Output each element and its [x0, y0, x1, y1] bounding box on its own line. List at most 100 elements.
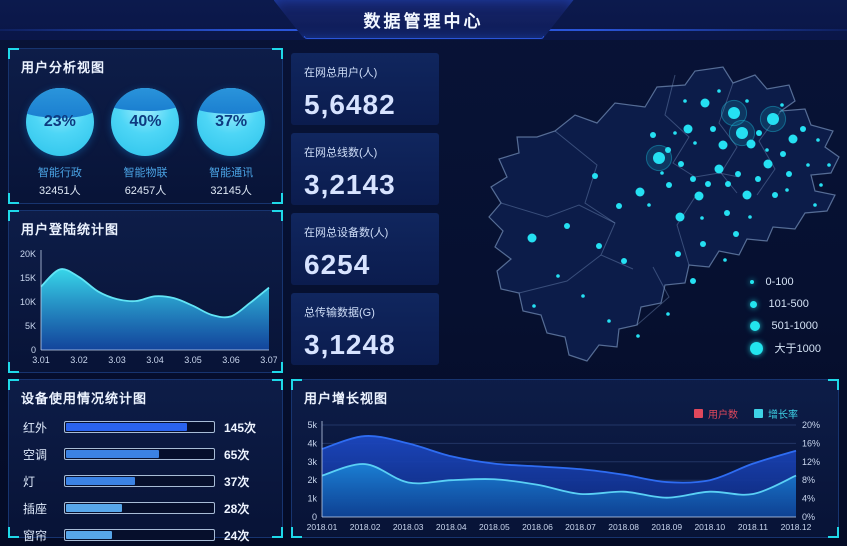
map-dot: [755, 176, 761, 182]
corner-decoration: [8, 379, 19, 390]
kpi-value: 5,6482: [304, 89, 396, 120]
corner-decoration: [828, 379, 839, 390]
svg-text:12%: 12%: [802, 457, 820, 467]
corner-decoration: [272, 362, 283, 373]
map-dot: [665, 147, 671, 153]
page-title: 数据管理中心: [363, 11, 484, 31]
device-count: 145次: [224, 420, 257, 435]
device-bar-row: 红外 145次: [9, 416, 282, 438]
map-dot: [675, 212, 685, 222]
device-bar-list: 红外 145次 空调 65次灯 37次 插座 28次 窗帘 24次: [9, 416, 282, 546]
corner-decoration: [8, 48, 19, 59]
svg-text:3.05: 3.05: [184, 355, 202, 365]
device-name: 插座: [23, 501, 48, 516]
svg-text:2018.05: 2018.05: [479, 522, 510, 532]
svg-text:0: 0: [31, 345, 36, 355]
kpi-column: 在网总用户(人) 5,6482 在网总线数(人) 3,2143 在网总设备数(人) …: [291, 53, 439, 373]
growth-chart-legend: 用户数 增长率: [694, 406, 798, 421]
bar-fill: [66, 504, 122, 512]
map-dot: [596, 243, 602, 249]
province-map: [488, 66, 840, 362]
map-dot: [636, 334, 640, 338]
corner-decoration: [272, 379, 283, 390]
map-legend-item: 大于1000: [749, 337, 821, 359]
gauge-wave: [197, 88, 266, 114]
svg-text:2018.07: 2018.07: [565, 522, 596, 532]
device-count: 24次: [224, 528, 250, 543]
bar-fill: [66, 450, 159, 458]
svg-text:0%: 0%: [802, 512, 815, 522]
device-name: 窗帘: [23, 528, 48, 543]
map-legend: 0-100 101-500 501-1000 大于1000: [749, 271, 821, 359]
legend-label: 用户数: [708, 410, 738, 421]
svg-text:4k: 4k: [307, 438, 317, 448]
map-dot: [690, 278, 696, 284]
kpi-label: 在网总用户(人): [304, 67, 378, 79]
map-dot: [788, 134, 798, 144]
map-dot: [532, 304, 536, 308]
map-dot: [723, 258, 727, 262]
bar-track: [64, 448, 215, 460]
svg-text:2018.04: 2018.04: [436, 522, 467, 532]
svg-text:3.04: 3.04: [146, 355, 164, 365]
map-dot: [806, 163, 810, 167]
map-dot: [765, 148, 769, 152]
kpi-label: 总传输数据(G): [304, 307, 375, 319]
svg-text:2018.12: 2018.12: [781, 522, 812, 532]
map-dot: [714, 164, 724, 174]
panel-device-usage: 设备使用情况统计图 红外 145次 空调 65次灯 37次 插座 28次 窗帘 24次: [8, 379, 283, 543]
map-dot: [683, 124, 693, 134]
panel-user-analysis: 用户分析视图 23% 智能行政 32451人 40% 智能物联 62457人 3…: [8, 48, 283, 204]
map-dot: [735, 171, 741, 177]
map-scatter-dots: [527, 89, 831, 338]
map-dot: [819, 183, 823, 187]
device-count: 37次: [224, 474, 250, 489]
svg-text:2018.01: 2018.01: [307, 522, 338, 532]
corner-decoration: [272, 48, 283, 59]
kpi-card: 在网总用户(人) 5,6482: [291, 53, 439, 125]
gauge-circle: 23%: [25, 88, 94, 156]
map-dot: [666, 182, 672, 188]
map-dot: [724, 210, 730, 216]
map-dot: [780, 151, 786, 157]
map-dot: [660, 171, 664, 175]
svg-text:20%: 20%: [802, 420, 820, 430]
svg-text:1k: 1k: [307, 494, 317, 504]
gauge-label: 智能物联: [123, 167, 168, 179]
svg-text:2018.11: 2018.11: [738, 522, 768, 532]
device-name: 灯: [23, 474, 36, 489]
series-legend-item[interactable]: 用户数: [694, 406, 738, 421]
gauge-group: 23% 智能行政 32451人 40% 智能物联 62457人 37% 智能通讯…: [9, 80, 282, 198]
device-name: 空调: [23, 447, 48, 462]
map-dot: [745, 99, 749, 103]
svg-text:8%: 8%: [802, 475, 815, 485]
map-dot: [616, 203, 622, 209]
svg-text:20K: 20K: [20, 249, 36, 259]
liquid-gauge: 37% 智能通讯 32145人: [191, 88, 271, 198]
svg-text:3.02: 3.02: [70, 355, 88, 365]
panel-user-growth: 用户增长视图 用户数 增长率 0 1k 2k 3k 4k 5k 0% 4% 8% 12% 16% 20…: [291, 379, 839, 538]
map-dot: [705, 181, 711, 187]
corner-decoration: [8, 527, 19, 538]
corner-decoration: [8, 210, 19, 221]
login-area-chart: 0 5K 10K 15K 20K 3.01 3.02 3.03 3.04 3.05 3.06 3.07: [20, 249, 278, 365]
kpi-value: 3,2143: [304, 169, 396, 200]
map-legend-item: 501-1000: [749, 315, 821, 337]
svg-text:2018.03: 2018.03: [393, 522, 424, 532]
bar-fill: [66, 531, 112, 539]
map-dot: [607, 319, 611, 323]
map-dot: [763, 159, 773, 169]
svg-text:3.03: 3.03: [108, 355, 126, 365]
legend-dot-icon: [749, 321, 760, 331]
panel-login-stats: 用户登陆统计图 0 5K 10K 15K 20K 3.01 3.02 3.03 3.04 3.05…: [8, 210, 283, 373]
map-dot: [725, 181, 731, 187]
gauge-percent: 40%: [129, 113, 162, 130]
legend-marker-icon: [754, 409, 763, 418]
bar-track: [64, 475, 215, 487]
gauge-wave: [111, 88, 180, 112]
map-dot: [728, 107, 740, 119]
series-legend-item[interactable]: 增长率: [754, 406, 798, 421]
map-dot: [800, 126, 806, 132]
map-dot: [675, 251, 681, 257]
svg-text:0: 0: [312, 512, 317, 522]
